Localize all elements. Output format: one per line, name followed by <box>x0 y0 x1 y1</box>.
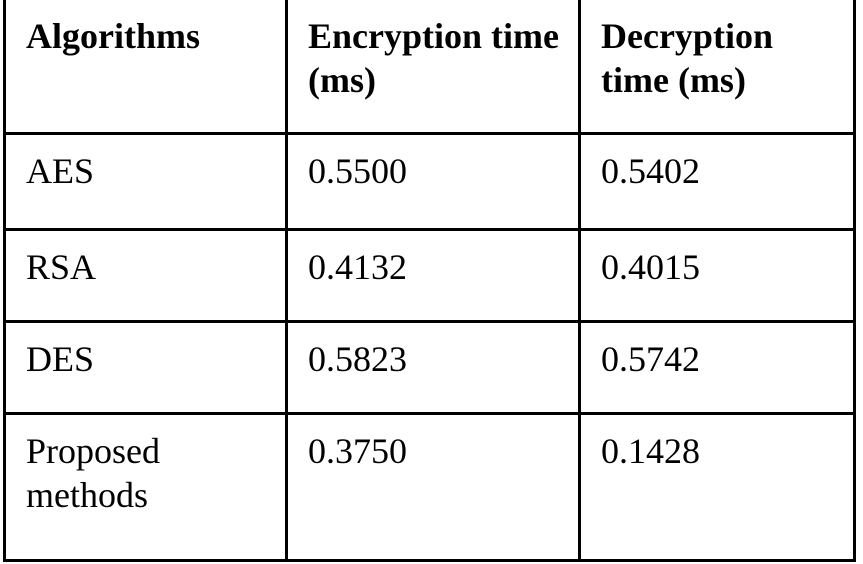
cell-decryption: 0.5742 <box>578 320 856 415</box>
table-row: DES 0.5823 0.5742 <box>3 320 856 415</box>
header-encryption-time: Encryption time (ms) <box>285 0 581 135</box>
table-row: RSA 0.4132 0.4015 <box>3 228 856 323</box>
cell-encryption: 0.5823 <box>285 320 581 415</box>
cell-encryption: 0.4132 <box>285 228 581 323</box>
cell-decryption: 0.1428 <box>578 412 856 562</box>
cell-algorithm: Proposed methods <box>3 412 288 562</box>
cell-decryption: 0.5402 <box>578 132 856 231</box>
table-row: Proposed methods 0.3750 0.1428 <box>3 412 856 562</box>
cell-algorithm: RSA <box>3 228 288 323</box>
cell-encryption: 0.5500 <box>285 132 581 231</box>
cell-algorithm: AES <box>3 132 288 231</box>
table-row: AES 0.5500 0.5402 <box>3 132 856 231</box>
cell-algorithm: DES <box>3 320 288 415</box>
cell-encryption: 0.3750 <box>285 412 581 562</box>
results-table: Algorithms Encryption time (ms) Decrypti… <box>3 0 856 562</box>
table-header-row: Algorithms Encryption time (ms) Decrypti… <box>3 0 856 135</box>
cell-decryption: 0.4015 <box>578 228 856 323</box>
header-algorithms: Algorithms <box>3 0 288 135</box>
header-decryption-time: Decryption time (ms) <box>578 0 856 135</box>
